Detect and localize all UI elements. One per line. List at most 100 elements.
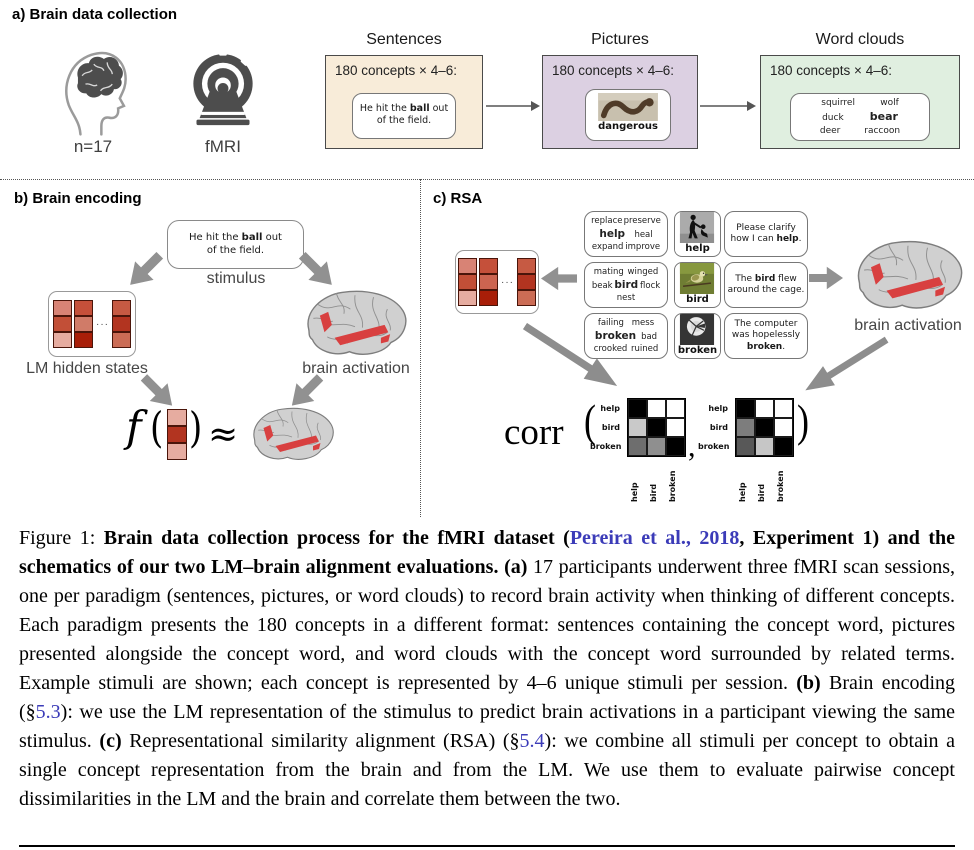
helping-person-photo [675,212,719,243]
sentence-stimulus-text: The bird flew around the cage. [728,274,805,297]
matrix-cell [458,290,477,306]
text-segment: Brain data collection process for the fM… [103,527,570,549]
matrix-row [479,258,498,274]
long-arrow-icon [798,329,893,402]
matrix-cell [74,316,93,332]
participants-count-label: n=17 [73,137,113,156]
picture-concept-label: broken [675,345,720,356]
matrix-row [458,274,477,290]
matrix-row [517,258,536,274]
text-segment: bird [614,279,639,291]
matrix-cell [647,399,666,418]
matrix-cell [666,418,685,437]
picture-concept-label: dangerous [586,121,670,132]
comma: , [688,430,696,463]
text-segment: Brain encoding (§ [19,672,955,723]
matrix-row [53,316,72,332]
text-segment: (c) [99,730,122,752]
open-paren: ( [584,396,596,446]
wordcloud-line: help heal [590,228,662,240]
lm-matrix-column [112,300,131,348]
text-segment: around the cage. [727,285,805,295]
link[interactable]: 5.3 [35,701,61,723]
text-segment: preserve [623,216,661,226]
corr-matrix-col-labels: help bird broken [630,460,682,502]
pictures-count: 180 concepts × 4–6: [552,63,674,78]
col-label: help [630,482,639,502]
text-segment: bad [641,332,658,342]
text-segment: deer [819,125,841,136]
matrix-cell [53,316,72,332]
lm-vector [167,409,187,460]
panel-a-label: a) Brain data collection [12,6,178,23]
corr-label: corr [504,412,564,453]
lm-hidden-states-label: LM hidden states [26,360,148,377]
matrix-cell [774,399,793,418]
wordcloud-line: beak bird flock [590,279,662,291]
text-segment: flew [775,273,797,284]
row-label: help [708,404,728,413]
text-segment: wolf [880,98,899,109]
sentences-count: 180 concepts × 4–6: [335,63,457,78]
bird-picture-tile: bird [674,262,721,308]
matrix-cell [112,332,131,348]
matrix-row [167,426,187,443]
matrix-row [458,290,477,306]
matrix-cell [167,409,187,426]
bird-sentence-tile: The bird flew around the cage. [724,262,808,308]
text-segment: heal [634,230,653,240]
stimulus-box: He hit the ball out of the field. [167,220,304,269]
brain-activation-label: brain activation [302,360,410,377]
panel-c-label: c) RSA [433,190,483,207]
matrix-cell [736,418,755,437]
block-arrow-icon [541,266,577,291]
broken-plate-photo [675,314,719,345]
text-segment: replace [591,216,623,226]
matrix-cell [755,399,774,418]
matrix-cell [112,316,131,332]
matrix-cell [755,418,774,437]
fmri-label: fMRI [205,137,241,156]
corr-matrix-row-labels: help bird broken [590,399,624,456]
wordcloud-line: broken bad [590,330,662,342]
wordclouds-count: 180 concepts × 4–6: [770,63,892,78]
wordcloud-line: crooked ruined [590,344,662,354]
col-label: broken [776,470,785,502]
matrix-cell [167,426,187,443]
fmri-scanner-icon [184,44,262,136]
link[interactable]: Pereira et al., 2018 [569,527,740,549]
matrix-cell [755,437,774,456]
text-segment: winged [627,267,659,277]
text-segment: beak [591,281,613,291]
matrix-row [74,316,93,332]
wordcloud-line: nest [590,293,662,303]
close-paren: ) [797,396,809,446]
text-segment: ball [409,103,430,114]
text-segment: crooked [593,344,628,354]
lm-dissimilarity-matrix [627,398,686,457]
text-segment: The computer [734,319,798,330]
row-label: broken [698,442,730,451]
sentence-stimulus-text: He hit the ball out of the field. [353,94,455,138]
matrix-cell [774,437,793,456]
matrix-cell [479,290,498,306]
brain-activation-icon [848,236,968,314]
text-segment: mess [631,318,655,328]
brain-activation-icon [298,286,412,360]
text-segment: ball [241,232,263,243]
col-label: broken [668,470,677,502]
bird-photo [675,263,719,294]
wordcloud-line: expand improve [590,242,662,252]
matrix-row [74,332,93,348]
matrix-cell [666,437,685,456]
text-segment: , Experiment 1) and the schematics of ou… [19,527,956,578]
matrix-cell [458,258,477,274]
link[interactable]: 5.4 [519,730,545,752]
matrix-row [112,300,131,316]
help-picture-tile: help [674,211,721,257]
wordcloud-line: failing mess [590,318,662,328]
matrix-cell [74,300,93,316]
encoding-function-symbol: f [126,402,142,451]
text-segment: The [735,273,755,284]
